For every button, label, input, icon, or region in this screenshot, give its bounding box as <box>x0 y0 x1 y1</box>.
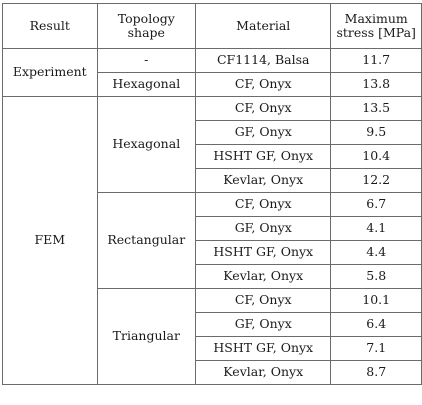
material-cell: CF1114, Balsa <box>195 48 332 73</box>
table-row: HSHT GF, Onyx 4.4 <box>3 240 422 265</box>
material-cell: HSHT GF, Onyx <box>195 144 332 169</box>
material-cell: Kevlar, Onyx <box>195 168 332 193</box>
stress-cell: 6.4 <box>330 312 422 337</box>
header-stress-line2: stress [MPa] <box>336 25 416 40</box>
table-row: Experiment - CF1114, Balsa 11.7 <box>2 48 422 97</box>
table-row: Hexagonal CF, Onyx 13.8 <box>3 72 422 97</box>
stress-cell: 12.2 <box>330 168 422 193</box>
results-table: Result Topology shape Material Maximum s… <box>2 3 422 385</box>
shape-triangular: Triangular <box>96 288 197 385</box>
material-cell: HSHT GF, Onyx <box>195 336 332 361</box>
stress-cell: 13.8 <box>330 72 422 97</box>
header-stress-line1: Maximum <box>344 10 408 26</box>
material-cell: GF, Onyx <box>195 216 332 241</box>
header-maximum-stress: Maximum stress [MPa] <box>330 3 422 49</box>
header-topology-shape: Topology shape <box>96 3 197 49</box>
material-cell: CF, Onyx <box>195 288 332 313</box>
material-cell: CF, Onyx <box>195 72 332 97</box>
stress-cell: 11.7 <box>330 48 422 73</box>
header-topology-line1: Topology <box>117 10 175 26</box>
table-row: HSHT GF, Onyx 10.4 <box>3 144 422 169</box>
stress-cell: 13.5 <box>330 96 422 121</box>
material-cell: GF, Onyx <box>195 120 332 145</box>
material-cell: Kevlar, Onyx <box>195 264 332 289</box>
header-topology-line2: shape <box>127 25 165 40</box>
header-result: Result <box>2 3 98 49</box>
material-cell: HSHT GF, Onyx <box>195 240 332 265</box>
table-row: HSHT GF, Onyx 7.1 <box>3 336 422 361</box>
stress-cell: 4.4 <box>330 240 422 265</box>
shape-rectangular: Rectangular <box>96 192 197 289</box>
table-row: FEM Hexagonal CF, Onyx 13.5 <box>2 96 422 385</box>
shape-hexagonal: Hexagonal <box>96 96 197 193</box>
shape-cell: - <box>96 48 197 73</box>
result-fem: FEM <box>2 96 98 385</box>
stress-cell: 8.7 <box>330 360 422 385</box>
stress-cell: 10.1 <box>330 288 422 313</box>
table-row: Kevlar, Onyx 8.7 <box>3 360 422 385</box>
stress-cell: 9.5 <box>330 120 422 145</box>
material-cell: CF, Onyx <box>195 96 332 121</box>
table-row: GF, Onyx 4.1 <box>3 216 422 241</box>
material-cell: CF, Onyx <box>195 192 332 217</box>
stress-cell: 4.1 <box>330 216 422 241</box>
header-material: Material <box>195 3 332 49</box>
table-row: Triangular CF, Onyx 10.1 <box>3 288 422 385</box>
table-row: Rectangular CF, Onyx 6.7 <box>3 192 422 289</box>
shape-cell: Hexagonal <box>96 72 197 97</box>
result-experiment: Experiment <box>2 48 98 97</box>
header-row: Result Topology shape Material Maximum s… <box>2 3 422 49</box>
table-row: Kevlar, Onyx 5.8 <box>3 264 422 289</box>
stress-cell: 5.8 <box>330 264 422 289</box>
table-row: Kevlar, Onyx 12.2 <box>3 168 422 193</box>
material-cell: Kevlar, Onyx <box>195 360 332 385</box>
stress-cell: 7.1 <box>330 336 422 361</box>
stress-cell: 10.4 <box>330 144 422 169</box>
stress-cell: 6.7 <box>330 192 422 217</box>
table-row: GF, Onyx 9.5 <box>3 120 422 145</box>
material-cell: GF, Onyx <box>195 312 332 337</box>
table-row: GF, Onyx 6.4 <box>3 312 422 337</box>
